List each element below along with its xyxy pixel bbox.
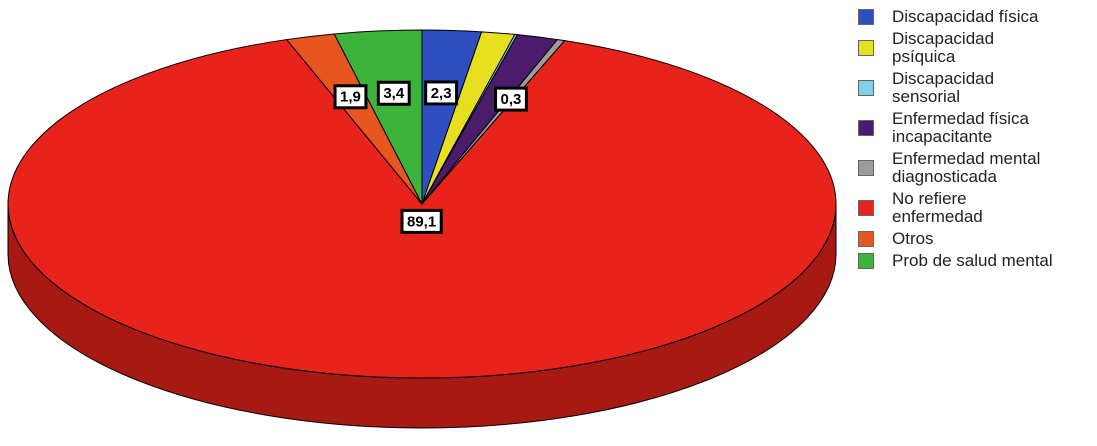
- legend-item: Discapacidad sensorial: [858, 70, 1058, 106]
- legend-swatch: [858, 160, 874, 176]
- legend-swatch: [858, 120, 874, 136]
- data-label-box: [400, 208, 443, 234]
- data-label-text: 3,4: [383, 85, 405, 102]
- legend-swatch: [858, 200, 874, 216]
- slice: [333, 29, 423, 205]
- legend-item: Enfermedad física incapacitante: [858, 110, 1058, 146]
- legend-label: Discapacidad física: [892, 7, 1039, 26]
- legend-item: Discapacidad psíquica: [858, 30, 1058, 66]
- data-label-text: 0,3: [501, 91, 522, 108]
- legend-label: Discapacidad sensorial: [892, 69, 995, 106]
- slice: [7, 39, 837, 379]
- data-label-text: 2,3: [431, 85, 452, 102]
- data-label: 1,9: [333, 84, 368, 110]
- legend-label: Enfermedad mental diagnosticada: [892, 149, 1041, 186]
- legend-item: Enfermedad mental diagnosticada: [858, 150, 1058, 186]
- legend-label: No refiere enfermedad: [892, 189, 983, 226]
- data-label: 3,4: [376, 80, 411, 106]
- legend-item: Otros: [858, 230, 1058, 248]
- chart: 2,3 0,3 89,1 1,9 3,4: [7, 29, 837, 429]
- legend-item: Discapacidad física: [858, 8, 1058, 26]
- legend-label: Discapacidad psíquica: [892, 29, 995, 66]
- data-label-box: [333, 84, 368, 110]
- legend-swatch: [858, 231, 874, 247]
- data-label: 2,3: [424, 80, 459, 106]
- data-label-box: [376, 80, 411, 106]
- legend-swatch: [858, 40, 874, 56]
- legend-swatch: [858, 80, 874, 96]
- legend-swatch: [858, 9, 874, 25]
- legend-item: Prob de salud mental: [858, 252, 1058, 270]
- legend-label: Prob de salud mental: [892, 251, 1053, 270]
- legend-item: No refiere enfermedad: [858, 190, 1058, 226]
- data-label-box: [424, 80, 459, 106]
- data-label-box: [494, 86, 528, 112]
- legend-label: Enfermedad física incapacitante: [892, 109, 1030, 146]
- data-label-text: 1,9: [340, 89, 361, 106]
- data-label-text: 89,1: [407, 213, 436, 230]
- legend-swatch: [858, 253, 874, 269]
- data-label: 0,3: [494, 86, 528, 112]
- legend-label: Otros: [892, 229, 934, 248]
- legend: Discapacidad física Discapacidad psíquica…: [858, 8, 1058, 270]
- data-label: 89,1: [400, 208, 443, 234]
